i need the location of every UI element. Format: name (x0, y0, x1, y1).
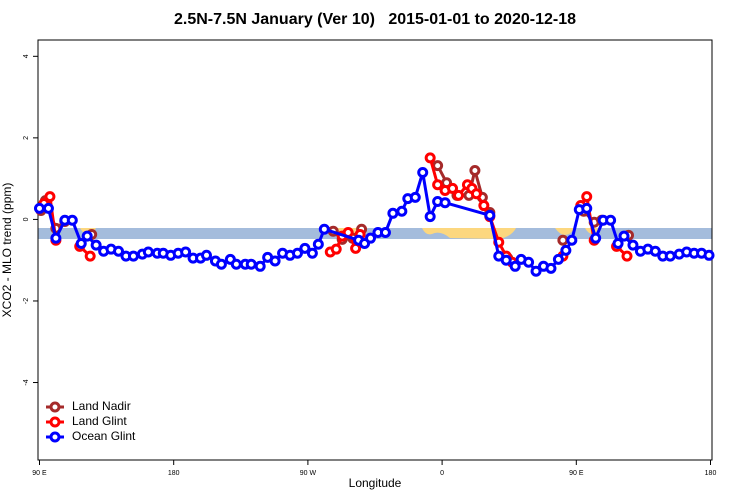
data-point (432, 179, 444, 191)
data-point (44, 191, 56, 203)
y-tick-label: 2 (23, 136, 30, 140)
data-point (306, 247, 318, 259)
land-patch (555, 228, 575, 235)
data-point (545, 262, 557, 274)
data-point (142, 246, 154, 258)
y-tick-label: 0 (23, 217, 30, 221)
data-point (180, 246, 192, 258)
y-tick-label: -4 (23, 379, 30, 385)
data-point (417, 167, 429, 179)
chart-title: 2.5N-7.5N January (Ver 10) 2015-01-01 to… (174, 11, 576, 28)
data-point (649, 245, 661, 257)
data-point (581, 202, 593, 214)
data-point (90, 239, 102, 251)
data-point (365, 232, 377, 244)
data-point (42, 202, 54, 214)
data-point (500, 254, 512, 266)
x-tick-label: 0 (440, 470, 444, 477)
data-point (612, 237, 624, 249)
legend-marker (49, 401, 61, 413)
data-point (509, 260, 521, 272)
data-point (664, 250, 676, 262)
data-point (469, 164, 481, 176)
data-point (75, 237, 87, 249)
data-point (84, 250, 96, 262)
data-point (387, 207, 399, 219)
data-point (409, 191, 421, 203)
data-point (618, 230, 630, 242)
x-tick-label: 90 E (569, 470, 584, 477)
data-point (703, 249, 715, 261)
x-tick-label: 90 W (300, 470, 317, 477)
legend-marker (49, 431, 61, 443)
data-point (330, 243, 342, 255)
data-point (81, 230, 93, 242)
data-point (484, 209, 496, 221)
data-point (50, 232, 62, 244)
data-point (557, 234, 569, 246)
data-point (439, 197, 451, 209)
plot-frame (37, 39, 713, 461)
data-point (530, 265, 542, 277)
x-tick-label: 180 (705, 470, 717, 477)
y-tick-label: -2 (23, 298, 30, 304)
series (38, 152, 633, 268)
data-point (312, 238, 324, 250)
legend-marker (49, 416, 61, 428)
data-point (201, 249, 212, 261)
data-point (552, 253, 564, 265)
data-point (379, 226, 391, 238)
data-point (478, 200, 490, 212)
data-point (590, 232, 602, 244)
data-point (432, 160, 444, 172)
legend-label: Ocean Glint (72, 429, 136, 443)
x-tick-label: 90 E (32, 470, 47, 477)
legend-label: Land Nadir (72, 399, 131, 413)
data-point (453, 189, 465, 201)
x-tick-label: 180 (168, 470, 180, 477)
data-point (318, 223, 330, 235)
legend-label: Land Glint (72, 414, 127, 428)
data-point (215, 258, 227, 270)
data-point (127, 250, 139, 262)
data-point (447, 182, 459, 194)
data-point (230, 258, 242, 270)
data-point (299, 242, 311, 254)
data-point (269, 255, 281, 267)
data-point (66, 214, 78, 226)
data-point (581, 191, 593, 203)
data-point (470, 188, 482, 200)
data-point (113, 245, 125, 257)
data-point (560, 244, 572, 256)
data-point (605, 214, 617, 226)
y-tick-label: 4 (23, 54, 30, 58)
data-point (424, 152, 436, 164)
data-point (621, 250, 633, 262)
y-axis-label: XCO2 - MLO trend (ppm) (0, 183, 14, 318)
data-point (424, 211, 436, 223)
series (33, 167, 715, 277)
data-point (291, 247, 303, 259)
data-point (566, 234, 578, 246)
x-axis-label: Longitude (349, 476, 402, 490)
data-point (396, 205, 408, 217)
data-point (254, 260, 266, 272)
data-point (245, 258, 257, 270)
data-point (523, 256, 535, 268)
data-point (627, 239, 639, 251)
data-point (33, 202, 45, 214)
